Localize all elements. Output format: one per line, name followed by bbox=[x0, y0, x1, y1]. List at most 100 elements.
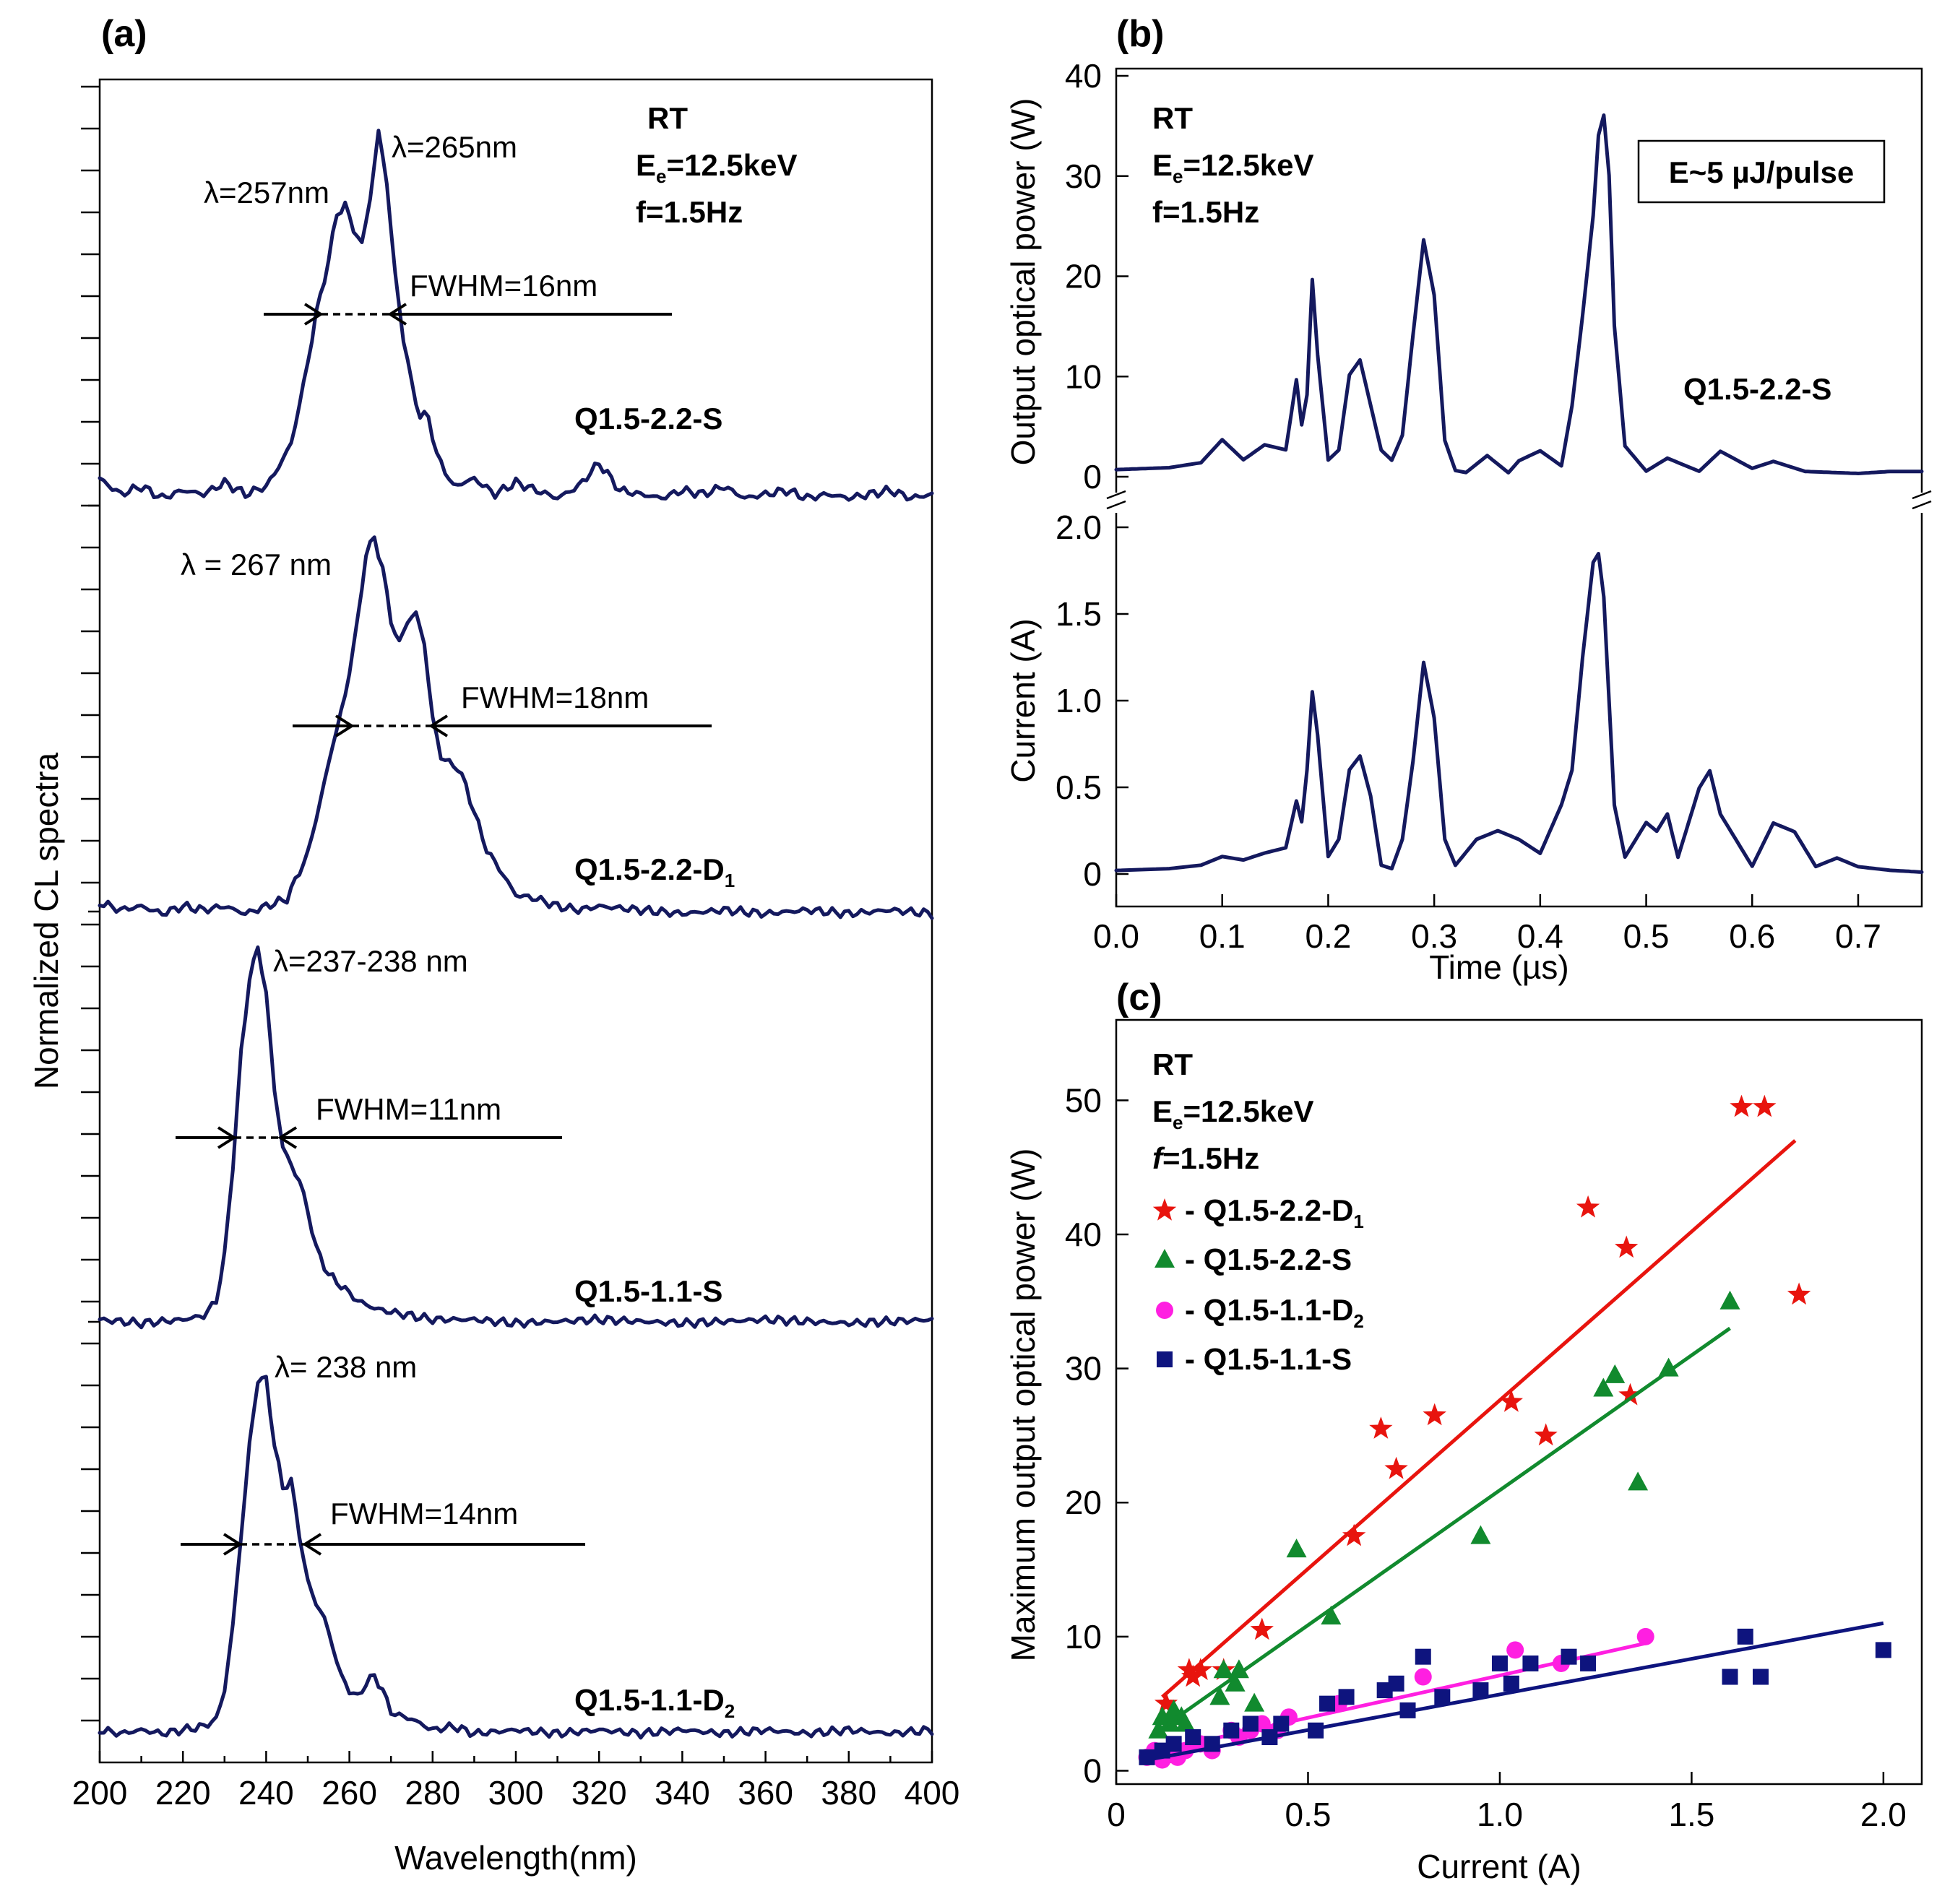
panel-a-xtick-label: 340 bbox=[655, 1774, 710, 1812]
panel-a-xtick-label: 240 bbox=[238, 1774, 294, 1812]
point-star bbox=[1181, 1664, 1205, 1687]
panel-c-ytick-label: 10 bbox=[1065, 1618, 1102, 1656]
panel-a-label: (a) bbox=[101, 13, 147, 55]
panel-b-power-ytick-label: 0 bbox=[1083, 458, 1102, 496]
panel-b-energy-box bbox=[1637, 139, 1886, 204]
panel-c-xtick-label: 1.5 bbox=[1668, 1796, 1714, 1833]
panel-a-xtick-label: 220 bbox=[155, 1774, 211, 1812]
panel-a-rt: RT bbox=[647, 101, 688, 135]
panel-c-xtick-label: 1.0 bbox=[1477, 1796, 1523, 1833]
panel-b-power-ytick-label: 10 bbox=[1065, 358, 1102, 395]
spectrum-4-sample-label: Q1.5-1.1-D2 bbox=[574, 1683, 735, 1722]
panel-b-axis-break bbox=[1106, 490, 1932, 513]
point-square bbox=[1472, 1682, 1489, 1699]
panel-b-current-ytick-label: 1.5 bbox=[1056, 595, 1102, 633]
point-square bbox=[1434, 1689, 1451, 1705]
panel-a-ticks: 200 220 240 260 280 300 320 340 360 380 400 bbox=[72, 85, 960, 1812]
panel-a-xtick-label: 260 bbox=[321, 1774, 377, 1812]
point-triangle bbox=[1228, 1659, 1249, 1679]
panel-b-current-ytick-label: 0 bbox=[1083, 855, 1102, 893]
panel-b-energy: Ee=12.5keV bbox=[1152, 148, 1314, 187]
point-triangle bbox=[1719, 1290, 1740, 1310]
point-square bbox=[1522, 1655, 1539, 1671]
panel-c-plot bbox=[1138, 1094, 1891, 1769]
legend-marker-circle bbox=[1156, 1302, 1173, 1319]
spectrum-1-peak-label: λ=265nm bbox=[392, 130, 517, 164]
point-square bbox=[1491, 1655, 1508, 1671]
panel-c-frame bbox=[1115, 1018, 1923, 1786]
panel-b-current-trace bbox=[1114, 552, 1924, 874]
fit-line-Q1.5-2.2-D1 bbox=[1161, 1139, 1797, 1699]
panel-a-xtick-label: 320 bbox=[571, 1774, 627, 1812]
panel-a-xtick-label: 200 bbox=[72, 1774, 128, 1812]
panel-b-rt: RT bbox=[1152, 101, 1193, 135]
panel-c-rt: RT bbox=[1152, 1047, 1193, 1081]
panel-b-xtick-label: 0.7 bbox=[1835, 917, 1881, 955]
point-square bbox=[1338, 1689, 1355, 1705]
point-circle bbox=[1636, 1627, 1654, 1645]
panel-b-current-ylabel: Current (A) bbox=[1004, 618, 1042, 782]
panel-b-energy-box-text: E~5 µJ/pulse bbox=[1669, 155, 1855, 189]
point-square bbox=[1319, 1695, 1336, 1712]
legend-marker-square bbox=[1157, 1351, 1173, 1367]
point-star bbox=[1787, 1282, 1811, 1305]
series-Q1.5-1.1-S bbox=[1139, 1621, 1891, 1765]
point-triangle bbox=[1213, 1659, 1234, 1679]
panel-b-xtick-label: 0.4 bbox=[1517, 917, 1563, 955]
series-Q1.5-2.2-S bbox=[1148, 1290, 1740, 1739]
point-square bbox=[1223, 1722, 1240, 1739]
point-star bbox=[1753, 1094, 1777, 1117]
panel-a-xtick-label: 380 bbox=[821, 1774, 876, 1812]
spectrum-3-fwhm-marker bbox=[176, 1126, 562, 1149]
panel-c-frequency: f=1.5Hz bbox=[1152, 1141, 1259, 1175]
panel-b-time-traces: (b) 0.0 0.1 0.2 0.3 0.4 0.5 0.6 0.701020304000.… bbox=[1004, 13, 1932, 986]
spectrum-trace-4 bbox=[98, 1375, 934, 1740]
point-square bbox=[1273, 1715, 1290, 1732]
fit-line-Q1.5-1.1-S bbox=[1147, 1621, 1884, 1762]
spectrum-trace-2 bbox=[98, 535, 934, 920]
point-star bbox=[1154, 1691, 1178, 1714]
panel-a-xtick-label: 300 bbox=[488, 1774, 544, 1812]
panel-c-xlabel: Current (A) bbox=[1417, 1848, 1581, 1885]
point-star bbox=[1615, 1235, 1639, 1258]
spectrum-4-fwhm-label: FWHM=14nm bbox=[330, 1497, 518, 1531]
point-triangle bbox=[1605, 1364, 1626, 1383]
panel-a-ylabel: Normalized CL spectra bbox=[27, 753, 65, 1090]
panel-b-frame bbox=[1115, 67, 1923, 908]
point-star bbox=[1250, 1617, 1274, 1640]
spectrum-4-peak-label: λ= 238 nm bbox=[275, 1350, 417, 1384]
point-circle bbox=[1506, 1641, 1524, 1659]
panel-b-current-ytick-label: 1.0 bbox=[1056, 682, 1102, 719]
panel-b-power-ytick-label: 20 bbox=[1065, 258, 1102, 295]
panel-b-traces bbox=[1114, 113, 1924, 874]
point-star bbox=[1576, 1195, 1600, 1218]
panel-c-ticks: 0 0.5 1.0 1.5 2.0 0 10 20 30 40 50 bbox=[1065, 1081, 1907, 1833]
point-square bbox=[1561, 1648, 1577, 1665]
panel-c-energy: Ee=12.5keV bbox=[1152, 1094, 1314, 1133]
panel-b-xtick-label: 0.0 bbox=[1093, 917, 1139, 955]
point-star bbox=[1177, 1658, 1201, 1680]
spectrum-3-sample-label: Q1.5-1.1-S bbox=[574, 1274, 722, 1308]
panel-a-frequency: f=1.5Hz bbox=[636, 195, 743, 229]
legend-marker-star bbox=[1152, 1198, 1177, 1221]
panel-b-power-ytick-label: 30 bbox=[1065, 157, 1102, 195]
panel-b-frequency: f=1.5Hz bbox=[1152, 195, 1259, 229]
panel-a-xtick-label: 400 bbox=[905, 1774, 960, 1812]
panel-b-xtick-label: 0.2 bbox=[1305, 917, 1351, 955]
legend-label-d1: - Q1.5-2.2-D1 bbox=[1185, 1193, 1364, 1232]
spectrum-trace-1 bbox=[98, 129, 934, 502]
point-triangle bbox=[1321, 1605, 1342, 1624]
panel-c-xtick-label: 2.0 bbox=[1860, 1796, 1907, 1833]
spectrum-2-peak-label: λ = 267 nm bbox=[181, 548, 332, 581]
point-square bbox=[1503, 1675, 1519, 1692]
point-square bbox=[1415, 1648, 1431, 1665]
legend-label-11s: - Q1.5-1.1-S bbox=[1185, 1342, 1352, 1376]
panel-c-ytick-label: 0 bbox=[1083, 1752, 1102, 1789]
spectrum-3-peak-label: λ=237-238 nm bbox=[273, 944, 468, 978]
point-triangle bbox=[1209, 1686, 1230, 1705]
panel-b-power-ylabel: Output optical power (W) bbox=[1004, 98, 1042, 466]
point-triangle bbox=[1175, 1713, 1196, 1732]
point-star bbox=[1342, 1523, 1366, 1546]
point-star bbox=[1618, 1382, 1642, 1406]
panel-b-xtick-label: 0.5 bbox=[1623, 917, 1670, 955]
